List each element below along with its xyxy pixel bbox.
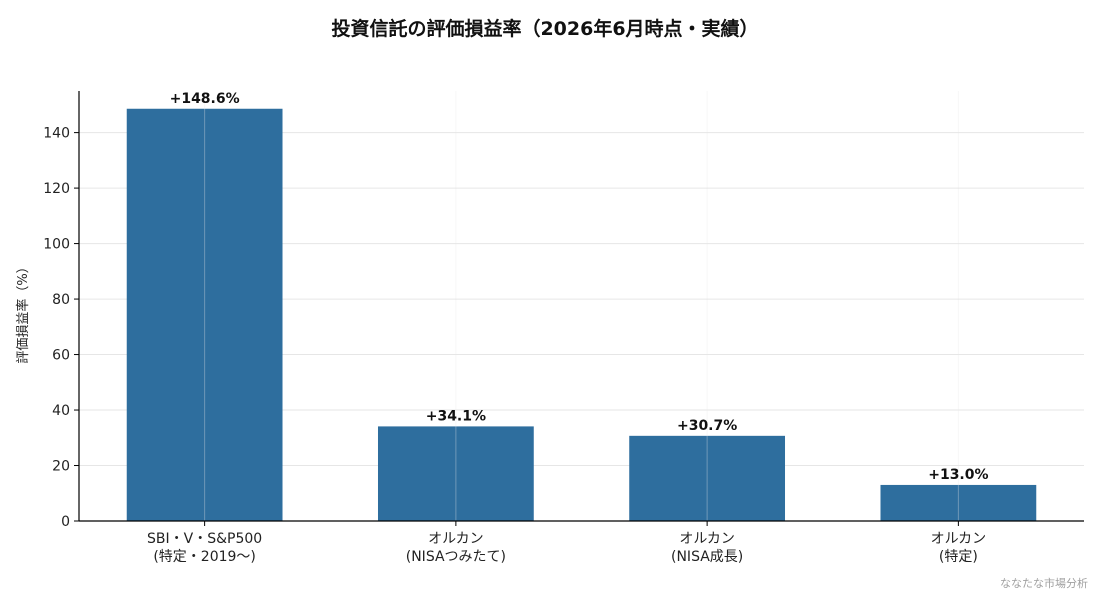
label-layer: 0 20 40 60 80 100 120 140 SBI・V・S&P500 (特定・2019〜)… bbox=[43, 91, 988, 565]
bar bbox=[880, 484, 1037, 521]
bar bbox=[126, 108, 283, 522]
y-tick-label: 60 bbox=[52, 348, 70, 364]
x-tick-label: (NISA成長) bbox=[671, 549, 743, 565]
y-tick-label: 0 bbox=[61, 514, 70, 530]
x-tick-label: (特定) bbox=[939, 549, 978, 565]
axis-layer bbox=[74, 91, 1084, 526]
y-tick-label: 120 bbox=[43, 181, 70, 197]
chart-title: 投資信託の評価損益率（2026年6月時点・実績） bbox=[331, 17, 758, 40]
y-tick-label: 40 bbox=[52, 403, 70, 419]
x-tick-label: オルカン bbox=[428, 531, 484, 547]
bar-value-label: +34.1% bbox=[426, 408, 486, 424]
bar-value-label: +148.6% bbox=[170, 91, 240, 107]
bar bbox=[377, 426, 534, 521]
y-tick-label: 140 bbox=[43, 126, 70, 142]
x-tick-label: オルカン bbox=[679, 531, 735, 547]
x-tick-label: (特定・2019〜) bbox=[153, 549, 256, 565]
x-tick-label: SBI・V・S&P500 bbox=[147, 531, 262, 547]
y-tick-label: 100 bbox=[43, 237, 70, 253]
x-tick-label: オルカン bbox=[931, 531, 987, 547]
vertical-grid-layer bbox=[204, 91, 959, 521]
x-tick-label: (NISAつみたて) bbox=[406, 549, 506, 565]
bar-value-label: +30.7% bbox=[677, 418, 737, 434]
y-axis-label: 評価損益率（%） bbox=[15, 260, 31, 363]
y-tick-label: 80 bbox=[52, 292, 70, 308]
source-credit: ななたな市場分析 bbox=[1000, 576, 1088, 590]
bar-value-label: +13.0% bbox=[928, 467, 988, 483]
y-tick-label: 20 bbox=[52, 459, 70, 475]
bar-layer bbox=[126, 108, 1037, 522]
bar bbox=[629, 435, 786, 521]
